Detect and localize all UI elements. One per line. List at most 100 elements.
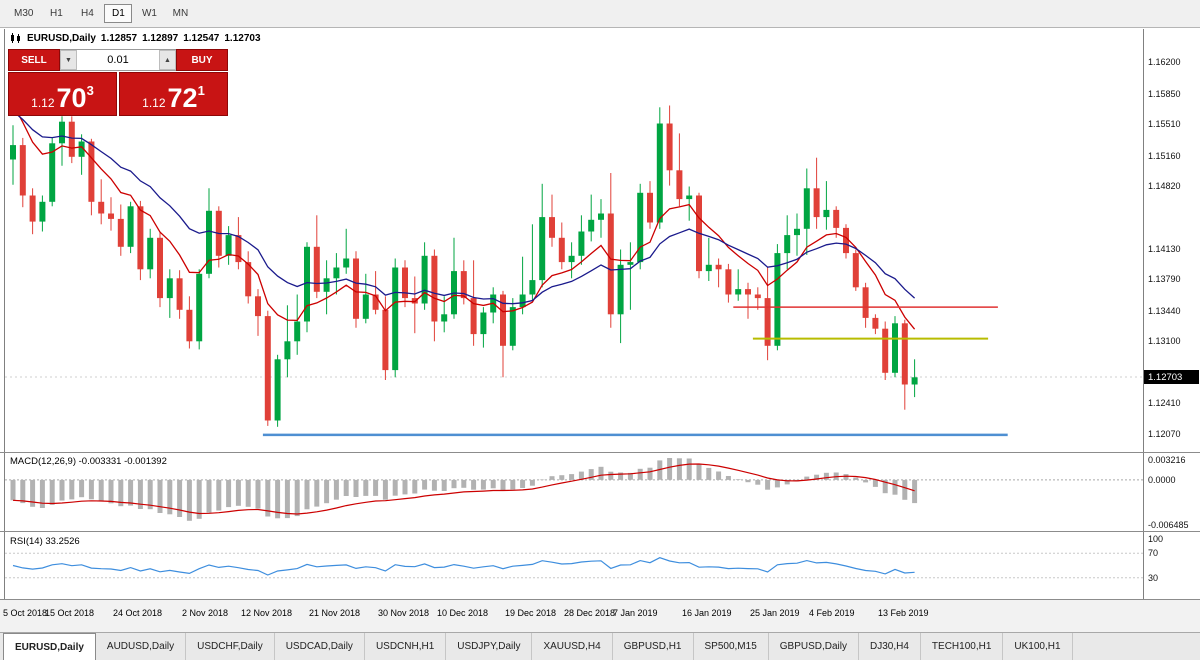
macd-bar <box>608 471 614 480</box>
candle-body <box>470 298 477 335</box>
candle-body <box>294 321 301 342</box>
macd-indicator-pane[interactable] <box>5 454 1143 530</box>
timeframe-button-h4[interactable]: H4 <box>81 8 94 19</box>
candle-body <box>607 213 614 315</box>
rsi-splitter[interactable] <box>0 531 1200 532</box>
candle-body <box>725 269 732 295</box>
candle-body <box>843 227 849 254</box>
sell-price-button[interactable]: 1.12 70 3 <box>8 72 117 116</box>
candle-body <box>882 328 889 373</box>
candle-body <box>774 253 781 346</box>
macd-bar <box>588 469 594 480</box>
candle-body <box>206 210 212 274</box>
candle-body <box>784 235 791 254</box>
price-axis-label: 1.13440 <box>1148 306 1181 316</box>
price-axis[interactable]: 1.12703 1.16200 1.15850 1.15510 1.15160 1.14… <box>1144 0 1200 632</box>
macd-bar <box>676 458 682 480</box>
macd-bar <box>30 479 36 507</box>
macd-bar <box>578 471 584 480</box>
candle-body <box>225 235 232 256</box>
candlestick-chart-icon <box>11 33 20 43</box>
chart-tab-xauusd-h4[interactable]: XAUUSD,H4 <box>532 633 613 660</box>
price-open: 1.12857 <box>100 33 138 44</box>
candle-body <box>627 262 634 265</box>
price-axis-label: 1.15160 <box>1148 151 1181 161</box>
buy-button[interactable]: BUY <box>176 49 228 71</box>
macd-bar <box>216 479 222 511</box>
candle-body <box>98 201 105 214</box>
macd-bar <box>863 479 869 483</box>
candle-body <box>686 195 693 200</box>
macd-bar <box>373 479 379 496</box>
candle-body <box>284 341 291 360</box>
price-low: 1.12547 <box>183 33 220 44</box>
rsi-indicator-pane[interactable] <box>5 533 1143 598</box>
macd-bar <box>510 479 516 490</box>
macd-bar <box>647 467 653 480</box>
date-axis-label: 28 Dec 2018 <box>564 608 616 618</box>
chart-tab-dj30-h4[interactable]: DJ30,H4 <box>859 633 921 660</box>
macd-histogram <box>10 458 918 521</box>
candle-body <box>823 209 830 218</box>
candle-body <box>617 264 624 315</box>
date-axis-label: 19 Dec 2018 <box>505 608 557 618</box>
rsi-axis-label: 70 <box>1148 548 1159 558</box>
candle-body <box>255 296 261 317</box>
chart-tab-audusd-daily[interactable]: AUDUSD,Daily <box>96 633 187 660</box>
sell-button[interactable]: SELL <box>8 49 60 71</box>
date-axis-label: 10 Dec 2018 <box>437 608 489 618</box>
candle-body <box>637 192 644 263</box>
timeframe-button-h1[interactable]: H1 <box>50 8 63 19</box>
price-axis-label: 1.15850 <box>1148 89 1181 99</box>
chart-tab-uk100-h1[interactable]: UK100,H1 <box>1003 633 1073 660</box>
macd-bar <box>872 479 878 487</box>
candle-body <box>147 237 154 270</box>
buy-price-button[interactable]: 1.12 72 1 <box>119 72 228 116</box>
macd-bar <box>39 479 45 508</box>
chart-tab-usdjpy-daily[interactable]: USDJPY,Daily <box>446 633 533 660</box>
chart-tab-usdcnh-h1[interactable]: USDCNH,H1 <box>365 633 447 660</box>
chart-tab-gbpusd-h1[interactable]: GBPUSD,H1 <box>613 633 694 660</box>
rsi-line <box>12 557 915 576</box>
timeframe-button-m30[interactable]: M30 <box>14 8 34 19</box>
candle-body <box>127 206 134 247</box>
candle-body <box>372 294 379 310</box>
candle-body <box>19 145 26 196</box>
date-axis[interactable]: 5 Oct 2018 15 Oct 2018 24 Oct 2018 2 Nov 20… <box>0 600 1200 632</box>
candle-body <box>88 141 95 202</box>
macd-bar <box>265 479 271 517</box>
chart-tab-gbpusd-daily[interactable]: GBPUSD,Daily <box>769 633 860 660</box>
candle-body <box>519 294 526 308</box>
candle-body <box>794 228 800 236</box>
candle-body <box>568 255 575 263</box>
chart-tab-usdchf-daily[interactable]: USDCHF,Daily <box>186 633 275 660</box>
chart-tab-sp500-m15[interactable]: SP500,M15 <box>694 633 769 660</box>
timeframe-button-d1[interactable]: D1 <box>104 4 133 23</box>
candle-body <box>715 264 722 270</box>
macd-bar <box>157 479 163 513</box>
volume-increase-arrow-icon[interactable]: ▲ <box>159 50 176 70</box>
macd-splitter[interactable] <box>0 452 1200 453</box>
macd-bar <box>774 479 780 488</box>
chart-tab-usdcad-daily[interactable]: USDCAD,Daily <box>275 633 365 660</box>
ma-fast-line[interactable] <box>12 103 916 330</box>
macd-bar <box>245 479 251 507</box>
timeframe-button-w1[interactable]: W1 <box>141 8 157 19</box>
chart-tab-eurusd-daily[interactable]: EURUSD,Daily <box>3 633 96 660</box>
date-axis-label: 4 Feb 2019 <box>809 608 855 618</box>
volume-decrease-arrow-icon[interactable]: ▼ <box>60 50 77 70</box>
candle-body <box>186 309 193 342</box>
timeframe-button-mn[interactable]: MN <box>172 8 189 19</box>
sell-price-pips: 70 <box>56 83 87 114</box>
macd-bar <box>539 479 545 481</box>
candle-body <box>598 213 604 220</box>
date-axis-label: 7 Jan 2019 <box>613 608 658 618</box>
ma-slow-line[interactable] <box>12 110 916 305</box>
candle-body <box>59 121 65 144</box>
chart-tab-tech100-h1[interactable]: TECH100,H1 <box>921 633 1004 660</box>
candle-body <box>549 217 555 238</box>
candle-body <box>666 123 673 171</box>
macd-bar <box>471 479 477 490</box>
volume-input[interactable]: 0.01 <box>107 54 129 66</box>
buy-price-pips: 72 <box>167 83 198 114</box>
